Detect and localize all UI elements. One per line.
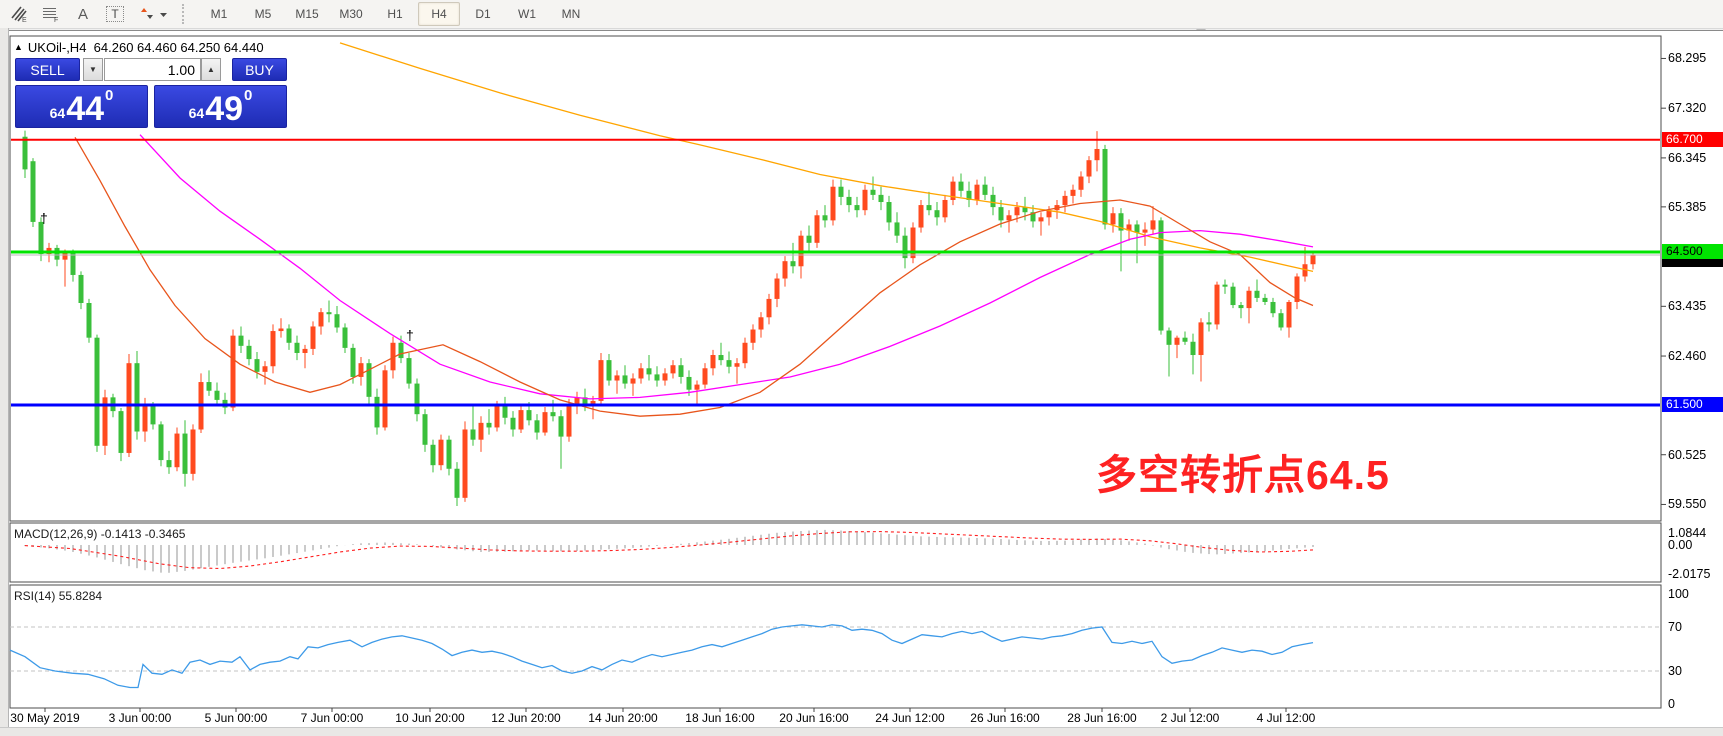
sort-arrows-icon[interactable] [134,3,172,25]
buy-price-major: 64 [188,105,205,121]
macd-panel-border [9,522,1662,583]
macd-signal-line [24,531,1314,570]
dagger-marker-1: † [40,210,48,226]
date-axis-label: 18 Jun 16:00 [685,711,755,725]
macd-label: MACD(12,26,9) -0.1413 -0.3465 [14,527,186,541]
buy-price-big: 49 [205,90,244,128]
timeframe-mn[interactable]: MN [561,7,581,21]
grid-f-icon[interactable]: F [38,3,64,25]
price-axis-label: 63.435 [1668,299,1707,314]
timeframe-strip: M1 M5 M15 M30 H1 H4 D1 W1 MN [197,2,593,26]
timeframe-m30[interactable]: M30 [339,7,363,21]
rsi-axis-label: 30 [1668,664,1682,678]
symbol-title: UKOil-,H4 [27,40,87,55]
level-badge-66.700: 66.700 [1662,131,1723,147]
timeframe-m15[interactable]: M15 [295,7,319,21]
timeframe-w1[interactable]: W1 [518,7,536,21]
level-badge-64.500: 64.500 [1662,244,1723,259]
date-axis-label: 12 Jun 20:00 [491,711,561,725]
date-axis-label: 5 Jun 00:00 [204,711,268,725]
top-toolbar: E F A T M1 M5 M15 M30 H1 H4 D1 W1 MN [0,0,1723,29]
date-axis-label: 7 Jun 00:00 [300,711,364,725]
sell-price-pip: 0 [105,87,114,104]
price-axis-label: 66.345 [1668,150,1707,165]
timeframe-d1[interactable]: D1 [475,7,491,21]
date-axis-label: 26 Jun 16:00 [970,711,1040,725]
svg-text:F: F [54,17,58,23]
date-axis-label: 10 Jun 20:00 [395,711,465,725]
timeframe-h1[interactable]: H1 [387,7,403,21]
buy-button[interactable]: BUY [232,58,287,81]
date-axis-label: 2 Jul 12:00 [1160,711,1220,725]
volume-input[interactable] [104,58,201,81]
text-tool-icon[interactable]: T [102,3,128,25]
cn-annotation-text: 多空转折点64.5 [1096,452,1390,498]
hatch-pencil-e-icon[interactable]: E [6,3,32,25]
sell-price-button[interactable]: 64 44 0 [15,85,148,128]
sell-price-big: 44 [66,90,105,128]
symbol-ohlc-header: ▲ UKOil-,H4 64.260 64.460 64.250 64.440 [14,40,264,55]
ma-medium-magenta [139,134,1314,400]
rsi-line [9,624,1314,689]
dropdown-caret-icon [160,13,167,17]
macd-values: -0.1413 -0.3465 [100,527,186,541]
buy-price-button[interactable]: 64 49 0 [154,85,287,128]
date-axis-label: 4 Jul 12:00 [1256,711,1316,725]
buy-price-pip: 0 [244,87,253,104]
volume-decrease-button[interactable]: ▼ [83,58,103,81]
letter-a-icon[interactable]: A [77,5,88,23]
rsi-value: 55.8284 [58,589,103,603]
date-axis-label: 14 Jun 20:00 [588,711,658,725]
ohlc-values: 64.260 64.460 64.250 64.440 [93,40,264,55]
rsi-panel-border [9,584,1662,709]
price-axis-label: 59.550 [1668,497,1707,512]
price-axis-label: 68.295 [1668,51,1707,66]
left-gutter [0,28,9,735]
rsi-axis-label: 70 [1668,620,1682,634]
price-axis-label: 67.320 [1668,101,1707,116]
price-axis-label: 60.525 [1668,447,1707,462]
date-axis-label: 30 May 2019 [10,711,80,725]
volume-increase-button[interactable]: ▲ [201,58,221,81]
timeframe-m5[interactable]: M5 [254,7,272,21]
toolbar-separator [182,4,189,24]
macd-axis-label: -2.0175 [1668,567,1711,581]
timeframe-m1[interactable]: M1 [210,7,228,21]
ma-slow-orange [339,42,1314,273]
timeframe-h4[interactable]: H4 [418,2,460,26]
rsi-layer[interactable] [9,624,1661,689]
price-axis-label: 62.460 [1668,349,1707,364]
rsi-axis-label: 100 [1668,587,1689,601]
svg-text:E: E [22,17,27,23]
date-axis-label: 24 Jun 12:00 [875,711,945,725]
ma-fast-red [74,136,1314,417]
date-axis-label: 20 Jun 16:00 [779,711,849,725]
date-axis-label: 3 Jun 00:00 [108,711,172,725]
bid-price-badge [1662,256,1723,268]
window-bottom-strip [0,727,1723,736]
price-axis-label: 65.385 [1668,199,1707,214]
dagger-marker-2: † [406,327,414,343]
candles-layer[interactable] [10,42,1661,506]
macd-axis-label: 0.00 [1668,538,1693,552]
sell-button[interactable]: SELL [15,58,80,81]
rsi-axis-label: 0 [1668,697,1675,711]
sell-price-major: 64 [49,105,66,121]
rsi-label: RSI(14) 55.8284 [14,589,103,603]
macd-axis-label: 1.0844 [1668,526,1707,540]
macd-layer[interactable] [24,529,1314,573]
uptick-arrow-icon: ▲ [14,42,23,52]
level-badge-61.500: 61.500 [1662,397,1723,412]
date-axis-label: 28 Jun 16:00 [1067,711,1137,725]
